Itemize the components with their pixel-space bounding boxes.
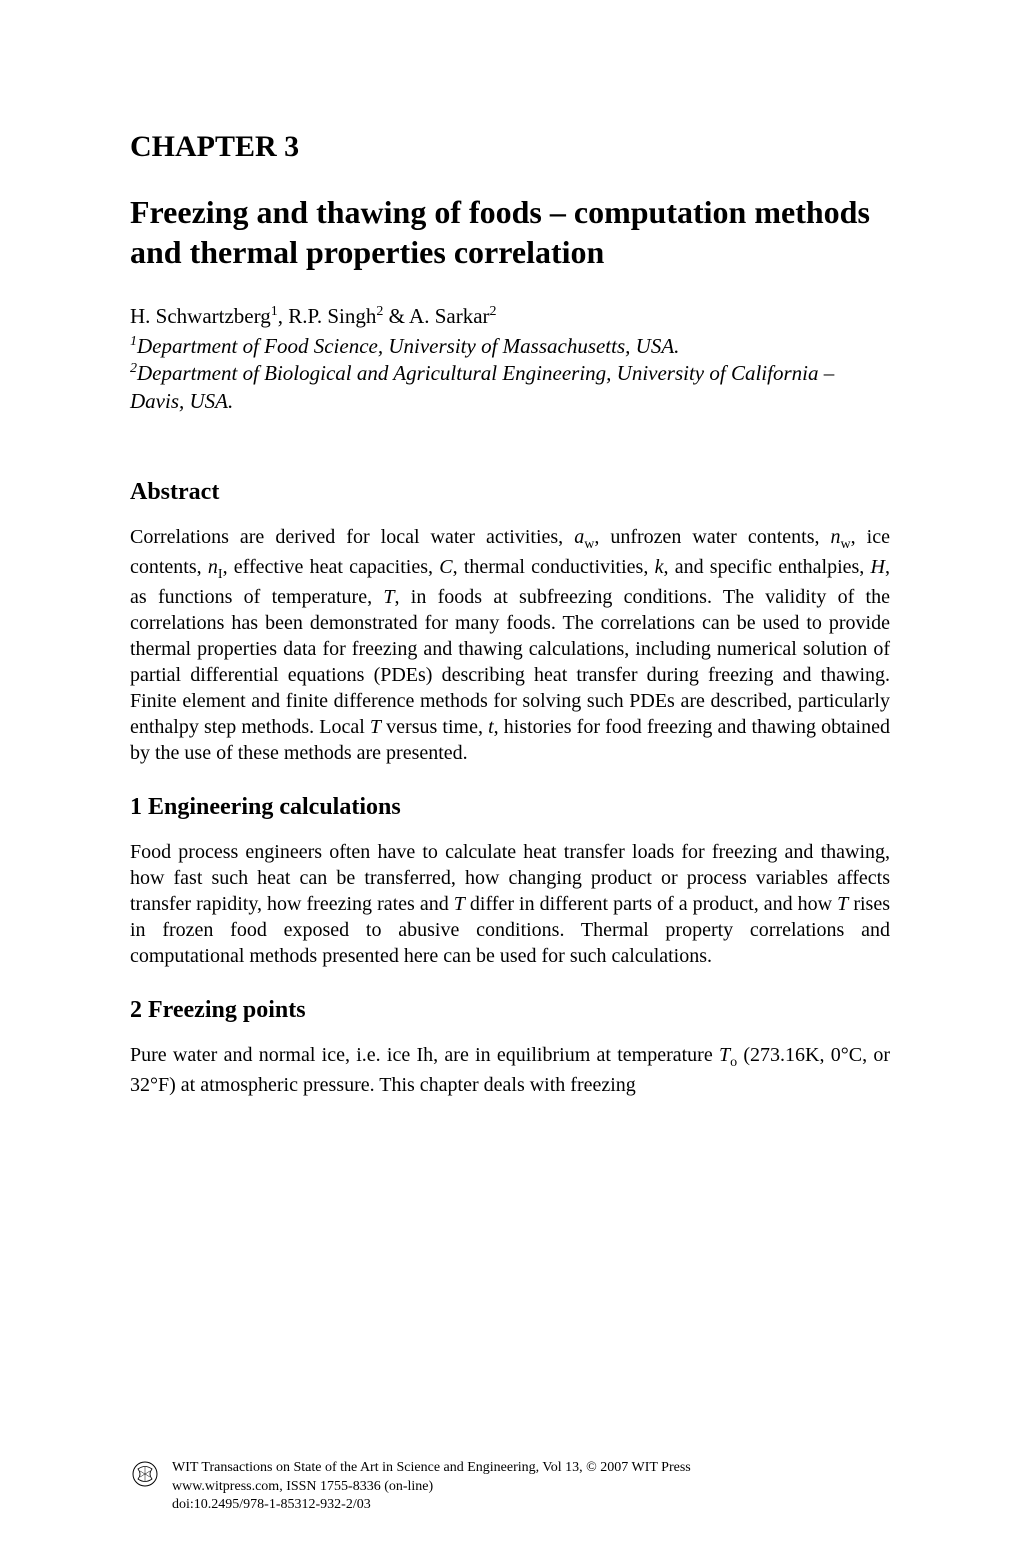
section-1-heading: 1 Engineering calculations bbox=[130, 794, 890, 821]
abstract-heading: Abstract bbox=[130, 479, 890, 506]
publisher-logo-icon bbox=[130, 1459, 160, 1489]
abstract-text-6: , and specific enthalpies, bbox=[663, 556, 870, 578]
footer-line-2: www.witpress.com, ISSN 1755-8336 (on-lin… bbox=[172, 1478, 691, 1496]
s2-var-to: T bbox=[719, 1044, 730, 1066]
var-nw-n: n bbox=[831, 526, 841, 548]
footer-line-3: doi:10.2495/978-1-85312-932-2/03 bbox=[172, 1496, 691, 1514]
abstract-text-1: Correlations are derived for local water… bbox=[130, 526, 574, 548]
footer-line-1: WIT Transactions on State of the Art in … bbox=[172, 1459, 691, 1477]
affiliation-2-text: Department of Biological and Agricultura… bbox=[130, 361, 834, 412]
author-3: & A. Sarkar bbox=[383, 304, 489, 328]
affiliation-1-sup: 1 bbox=[130, 334, 137, 349]
var-t1: T bbox=[383, 586, 394, 608]
authors-line: H. Schwartzberg1, R.P. Singh 2 & A. Sarka… bbox=[130, 304, 890, 329]
author-1: H. Schwartzberg bbox=[130, 304, 271, 328]
s1-var-t2: T bbox=[837, 893, 848, 915]
chapter-title: Freezing and thawing of foods – computat… bbox=[130, 192, 890, 272]
s2-text-1: Pure water and normal ice, i.e. ice Ih, … bbox=[130, 1044, 719, 1066]
chapter-number: CHAPTER 3 bbox=[130, 130, 890, 164]
var-h: H bbox=[871, 556, 885, 578]
affiliation-1-text: Department of Food Science, University o… bbox=[137, 334, 679, 358]
section-2-body: Pure water and normal ice, i.e. ice Ih, … bbox=[130, 1042, 890, 1098]
var-t2: T bbox=[370, 716, 381, 738]
footer-text: WIT Transactions on State of the Art in … bbox=[172, 1459, 691, 1514]
s1-var-t1: T bbox=[454, 893, 465, 915]
author-2: , R.P. Singh bbox=[278, 304, 377, 328]
var-aw-sub: w bbox=[584, 537, 594, 552]
var-c: C bbox=[439, 556, 452, 578]
section-1-body: Food process engineers often have to cal… bbox=[130, 839, 890, 969]
var-aw-a: a bbox=[574, 526, 584, 548]
author-1-sup: 1 bbox=[271, 304, 278, 319]
affiliations: 1Department of Food Science, University … bbox=[130, 333, 890, 415]
var-nw-sub: w bbox=[841, 537, 851, 552]
abstract-text-4: , effective heat capacities, bbox=[223, 556, 440, 578]
section-2-heading: 2 Freezing points bbox=[130, 997, 890, 1024]
author-3-sup: 2 bbox=[490, 304, 497, 319]
abstract-text-5: , thermal conductivities, bbox=[453, 556, 655, 578]
abstract-text-2: , unfrozen water contents, bbox=[594, 526, 830, 548]
abstract-text-9: versus time, bbox=[381, 716, 488, 738]
var-ni-n: n bbox=[208, 556, 218, 578]
abstract-body: Correlations are derived for local water… bbox=[130, 524, 890, 766]
affiliation-2-sup: 2 bbox=[130, 361, 137, 376]
footer: WIT Transactions on State of the Art in … bbox=[130, 1459, 890, 1514]
s1-text-2: differ in different parts of a product, … bbox=[465, 893, 837, 915]
